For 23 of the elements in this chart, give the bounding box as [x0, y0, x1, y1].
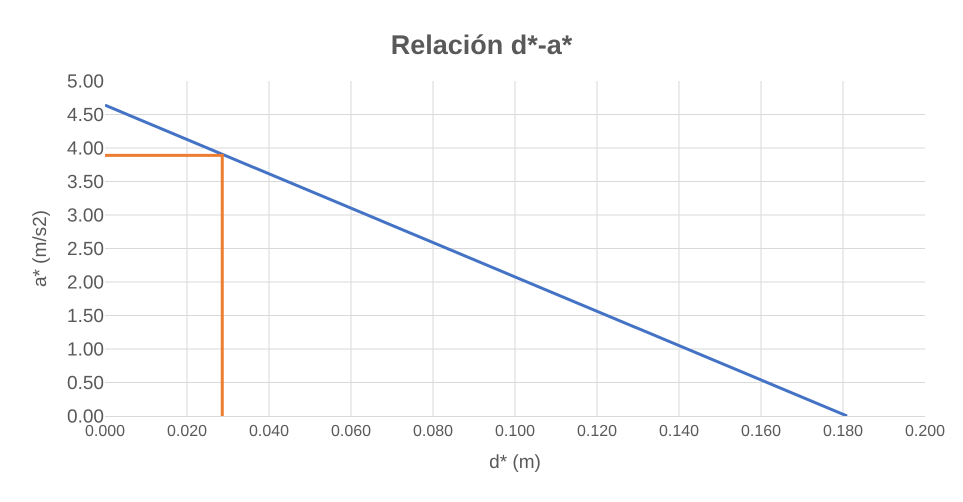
y-tick-label: 4.00 — [67, 138, 104, 160]
x-tick-label: 0.200 — [904, 423, 946, 440]
y-axis-title: a* (m/s2) — [30, 210, 51, 288]
x-tick-label: 0.100 — [494, 423, 536, 440]
x-tick-label: 0.080 — [412, 423, 454, 440]
x-tick-label: 0.040 — [248, 423, 290, 440]
y-tick-label: 4.50 — [67, 105, 104, 126]
x-tick-label: 0.020 — [166, 423, 208, 440]
y-tick-label: 2.00 — [67, 272, 104, 294]
y-tick-label: 3.00 — [67, 206, 104, 227]
y-tick-label: 0.50 — [67, 373, 104, 394]
x-tick-label: 0.180 — [822, 423, 864, 440]
y-tick-label: 5.00 — [67, 72, 104, 93]
x-tick-label: 0.160 — [740, 423, 782, 440]
x-axis-title: d* (m) — [489, 452, 541, 473]
y-tick-label: 1.00 — [67, 340, 104, 361]
x-tick-label: 0.060 — [330, 423, 372, 440]
y-tick-label: 1.50 — [67, 306, 104, 328]
x-tick-label: 0.140 — [658, 423, 700, 440]
y-tick-label: 2.50 — [67, 239, 104, 260]
y-tick-label: 3.50 — [67, 172, 104, 194]
x-tick-label: 0.120 — [576, 423, 618, 440]
chart-title: Relación d*-a* — [390, 30, 573, 60]
